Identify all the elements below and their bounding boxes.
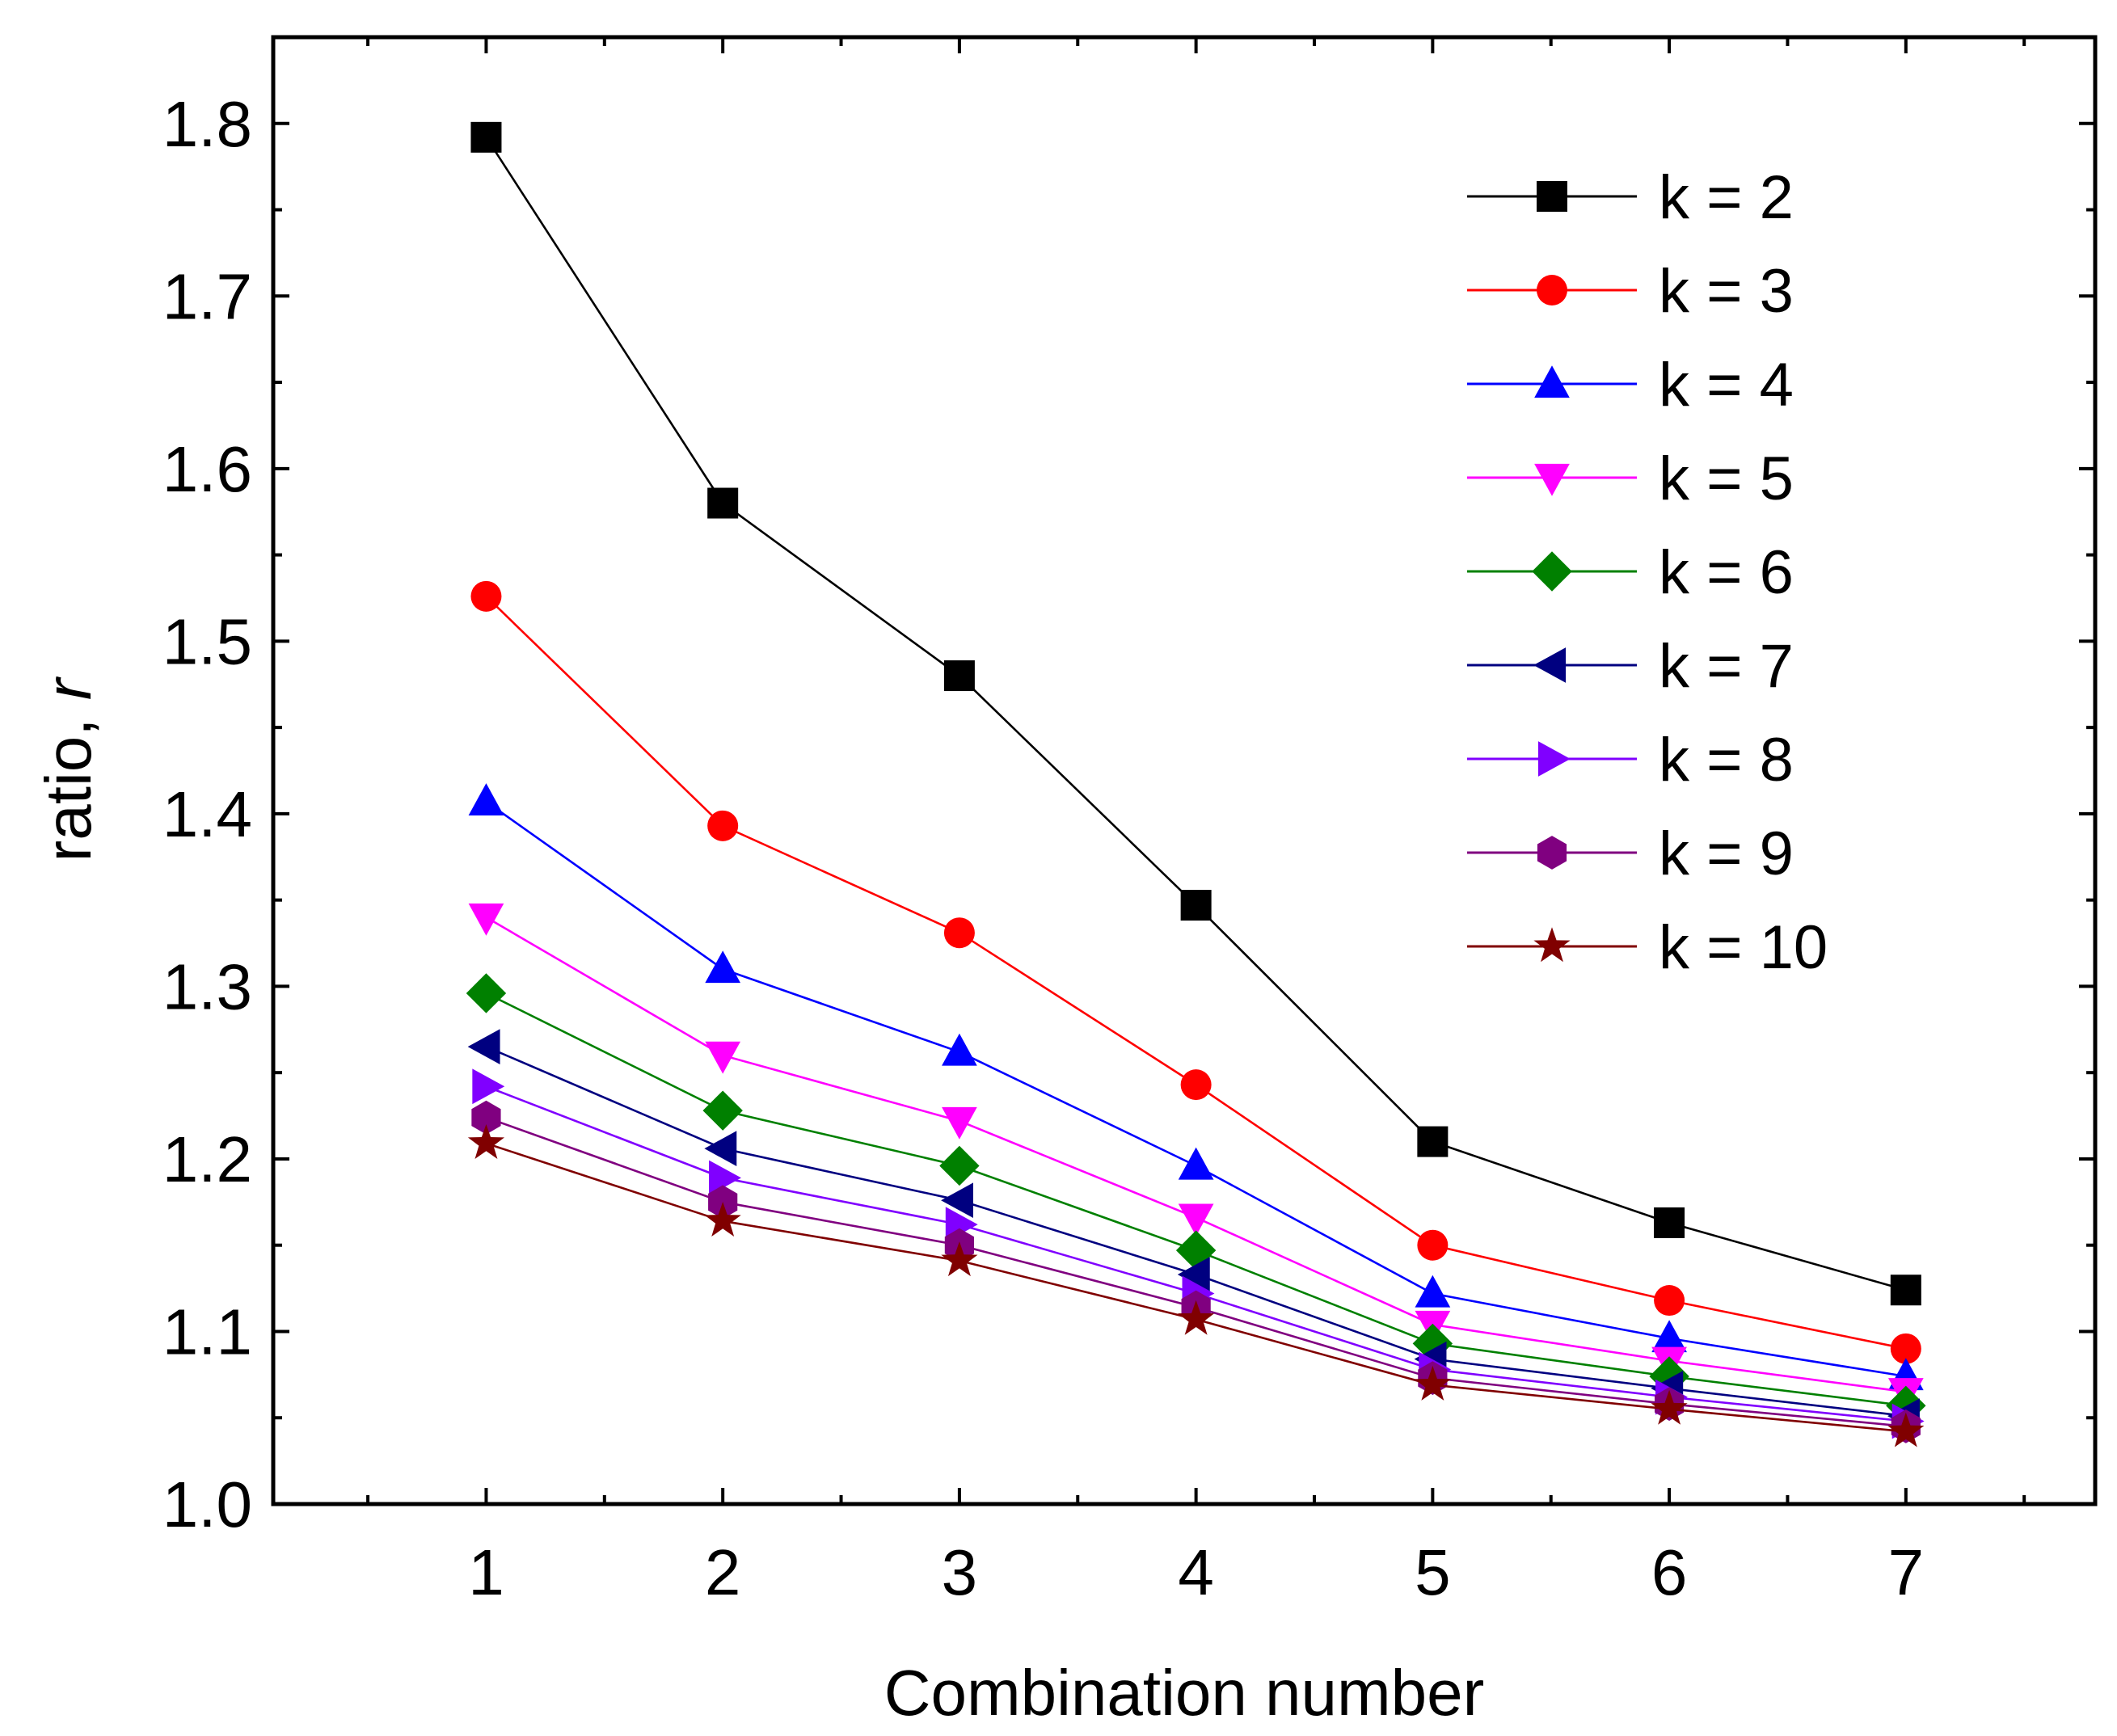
data-point	[1178, 1147, 1214, 1180]
legend-item: k = 3	[1467, 257, 1794, 326]
tick-labels-layer: 1 2 3 4 5 6 7 1.0 1.1 1.2 1.3 1.4 1.5 1.6 1.7 1.8	[162, 88, 1924, 1608]
data-point	[471, 1100, 501, 1135]
data-point	[1654, 1285, 1685, 1317]
data-point	[707, 487, 739, 519]
x-axis-label: Combination number	[884, 1657, 1485, 1729]
data-point	[1651, 1320, 1687, 1353]
data-point	[1414, 1365, 1451, 1401]
data-point	[1412, 1323, 1453, 1364]
legend-label: k = 3	[1659, 257, 1794, 326]
legend-marker	[1532, 551, 1572, 592]
data-point	[1180, 890, 1212, 921]
data-point	[1887, 1412, 1925, 1447]
x-tick-label: 1	[468, 1536, 504, 1608]
data-point	[1415, 1275, 1451, 1308]
series-k-4	[468, 783, 1924, 1391]
data-point	[467, 1123, 505, 1159]
data-point	[1651, 1389, 1688, 1425]
x-tick-label: 4	[1178, 1536, 1214, 1608]
legend-marker	[1537, 181, 1567, 212]
data-point	[1178, 1300, 1215, 1335]
data-point	[702, 1090, 743, 1131]
data-point	[941, 1241, 978, 1277]
data-point	[939, 1145, 980, 1186]
legend-label: k = 9	[1659, 820, 1794, 888]
legend-marker	[1533, 647, 1567, 683]
data-point	[942, 1106, 977, 1140]
y-tick-label: 1.5	[162, 605, 252, 677]
data-point	[704, 1202, 741, 1237]
data-point	[1417, 1126, 1449, 1157]
legend-item: k = 10	[1467, 913, 1828, 982]
legend-label: k = 10	[1659, 913, 1828, 982]
series-k-2	[470, 121, 1921, 1306]
legend-marker	[1534, 365, 1570, 398]
y-tick-label: 1.8	[162, 88, 252, 160]
y-tick-label: 1.6	[162, 433, 252, 505]
data-point	[1654, 1207, 1685, 1238]
legend-marker	[1537, 741, 1571, 777]
x-tick-label: 6	[1651, 1536, 1688, 1608]
data-point	[1417, 1229, 1449, 1261]
data-point	[709, 1160, 741, 1196]
data-point	[705, 1041, 741, 1074]
legend-item: k = 7	[1467, 632, 1794, 701]
data-point	[466, 973, 507, 1013]
y-tick-label: 1.0	[162, 1468, 252, 1540]
data-point	[942, 1033, 977, 1066]
legend-label: k = 2	[1659, 163, 1794, 232]
data-point	[1890, 1333, 1921, 1364]
legend-marker	[1533, 927, 1571, 963]
legend-marker	[1537, 836, 1567, 870]
x-tick-label: 7	[1888, 1536, 1925, 1608]
data-point	[705, 950, 741, 984]
data-point	[472, 1068, 505, 1105]
y-tick-label: 1.3	[162, 950, 252, 1022]
data-point	[1177, 1257, 1210, 1292]
legend-label: k = 5	[1659, 445, 1794, 513]
data-point	[468, 903, 504, 936]
legend: k = 2 k = 3 k = 4 k = 5 k = 6 k = 7 k = 8 k = 9…	[1467, 163, 1828, 982]
legend-item: k = 6	[1467, 538, 1794, 607]
legend-label: k = 8	[1659, 726, 1794, 794]
data-point	[704, 1131, 737, 1166]
data-point	[707, 810, 739, 841]
series-layer	[466, 121, 1926, 1447]
y-axis-label-variable: r	[32, 676, 104, 700]
data-point	[470, 580, 502, 612]
legend-label: k = 7	[1659, 632, 1794, 701]
data-point	[468, 783, 504, 816]
data-point	[941, 1182, 974, 1219]
legend-marker	[1534, 463, 1570, 496]
legend-item: k = 8	[1467, 726, 1794, 794]
legend-marker	[1537, 275, 1567, 305]
legend-item: k = 4	[1467, 351, 1794, 419]
data-point	[943, 917, 975, 949]
legend-label: k = 6	[1659, 538, 1794, 607]
x-tick-label: 5	[1415, 1536, 1451, 1608]
y-tick-label: 1.1	[162, 1296, 252, 1367]
data-point	[467, 1029, 500, 1064]
legend-item: k = 9	[1467, 820, 1794, 888]
y-tick-label: 1.2	[162, 1123, 252, 1195]
y-tick-label: 1.4	[162, 778, 252, 850]
legend-label: k = 4	[1659, 351, 1794, 419]
data-point	[470, 121, 502, 153]
series-k-3	[470, 580, 1921, 1364]
y-tick-label: 1.7	[162, 260, 252, 332]
data-point	[943, 660, 975, 692]
series-k-10	[467, 1123, 1925, 1447]
x-tick-label: 2	[705, 1536, 741, 1608]
data-point	[1178, 1203, 1214, 1237]
data-point	[1180, 1069, 1212, 1101]
legend-item: k = 5	[1467, 445, 1794, 513]
y-axis-label: ratio, r	[32, 676, 104, 862]
y-axis-label-text: ratio,	[32, 700, 104, 862]
data-point	[1890, 1275, 1921, 1306]
plot-frame	[271, 35, 2098, 1506]
x-tick-label: 3	[942, 1536, 978, 1608]
legend-item: k = 2	[1467, 163, 1794, 232]
